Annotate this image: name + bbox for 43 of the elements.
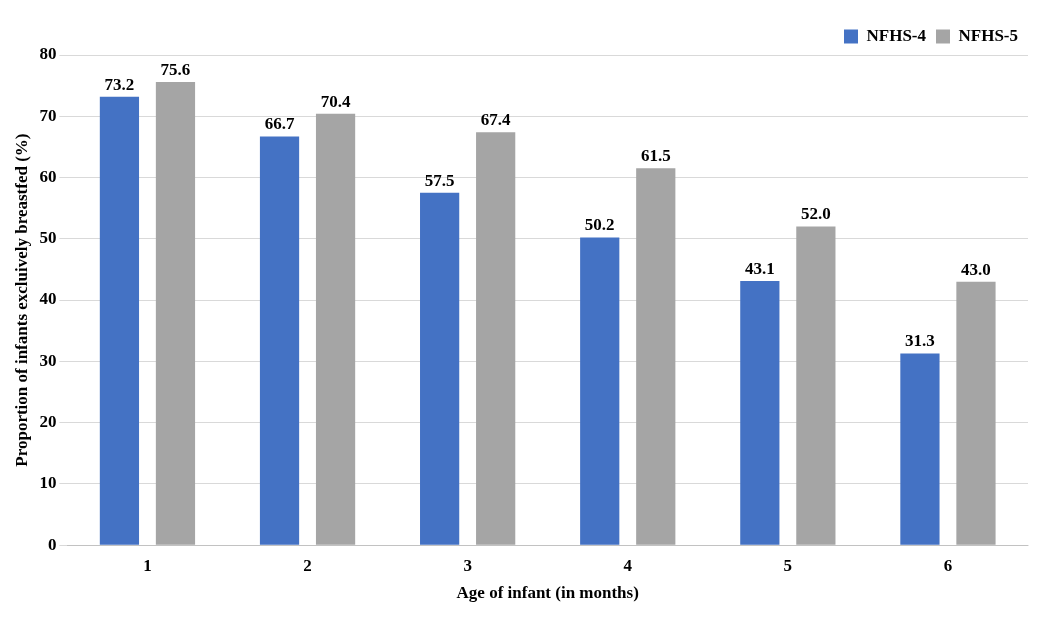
y-tick-label: 80 xyxy=(39,44,57,64)
bar xyxy=(155,81,196,545)
data-label: 75.6 xyxy=(160,59,191,79)
legend-label: NFHS-4 xyxy=(866,25,927,45)
data-label: 52.0 xyxy=(800,204,831,224)
data-label: 43.1 xyxy=(744,259,775,278)
y-tick-label: 40 xyxy=(39,289,57,309)
y-tick-label: 60 xyxy=(39,166,57,186)
x-tick-label: 3 xyxy=(463,555,472,575)
bar xyxy=(315,113,356,545)
y-tick-label: 10 xyxy=(39,473,57,493)
y-tick-label: 0 xyxy=(47,534,57,554)
data-label: 66.7 xyxy=(264,114,295,134)
y-tick-label: 70 xyxy=(39,105,57,125)
bar xyxy=(580,237,620,545)
x-axis-title: Age of infant (in months) xyxy=(456,583,639,603)
data-label: 57.5 xyxy=(424,170,455,190)
data-label: 43.0 xyxy=(961,259,991,279)
data-label: 61.5 xyxy=(640,146,671,166)
bar xyxy=(99,96,140,545)
y-axis-title: Proportion of infants excluively breastfed (%) xyxy=(11,133,31,467)
bar xyxy=(636,168,676,545)
legend-label: NFHS-5 xyxy=(958,25,1018,45)
x-tick-label: 6 xyxy=(943,555,953,575)
bar xyxy=(796,226,836,545)
x-tick-label: 1 xyxy=(143,555,152,575)
data-label: 31.3 xyxy=(905,331,935,351)
bar xyxy=(900,353,940,545)
x-tick-label: 5 xyxy=(783,555,793,575)
data-label: 73.2 xyxy=(104,74,135,94)
bar xyxy=(956,281,996,545)
y-tick-label: 30 xyxy=(39,350,57,370)
bar xyxy=(420,192,460,545)
y-tick-label: 50 xyxy=(39,228,57,248)
x-tick-label: 4 xyxy=(623,555,633,575)
bar xyxy=(476,132,516,545)
bar xyxy=(740,281,780,545)
x-tick-label: 2 xyxy=(303,555,312,575)
bar xyxy=(259,136,300,545)
data-label: 67.4 xyxy=(480,110,512,130)
data-label: 50.2 xyxy=(584,215,615,235)
y-tick-label: 20 xyxy=(39,412,57,432)
data-label: 70.4 xyxy=(320,91,351,111)
